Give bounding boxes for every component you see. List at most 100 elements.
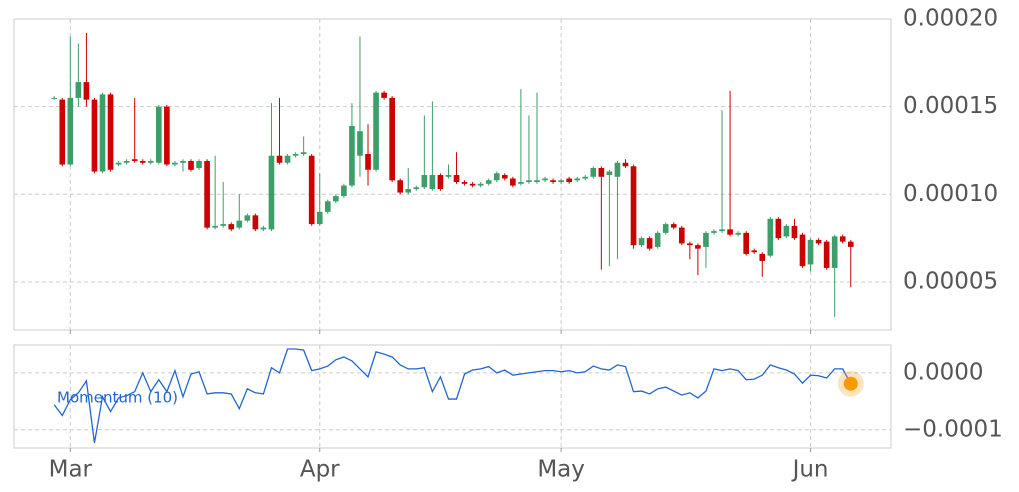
candle-body bbox=[807, 239, 814, 265]
y-tick-label: 0.00015 bbox=[903, 93, 998, 119]
candle-body bbox=[308, 155, 315, 225]
panel-frame bbox=[13, 18, 892, 331]
candle-body bbox=[695, 245, 701, 249]
candle-body bbox=[107, 94, 114, 170]
candle-body bbox=[188, 161, 194, 170]
candle-body bbox=[172, 162, 178, 165]
candle-body bbox=[91, 99, 98, 172]
candle-body bbox=[292, 153, 299, 156]
candle-body bbox=[51, 97, 58, 99]
candle-body bbox=[349, 125, 355, 186]
candle-body bbox=[115, 162, 122, 165]
candle-body bbox=[75, 82, 82, 98]
y-tick-label: −0.0001 bbox=[903, 416, 1003, 442]
candle-body bbox=[735, 232, 741, 235]
candle-body bbox=[236, 220, 243, 228]
candle-body bbox=[445, 175, 452, 177]
legend-label: Momentum (10) bbox=[57, 389, 178, 407]
candle-body bbox=[598, 168, 605, 177]
candle-body bbox=[389, 97, 395, 181]
x-tick-label: May bbox=[537, 457, 585, 483]
candle-body bbox=[614, 162, 621, 177]
candle-body bbox=[654, 232, 661, 247]
candle-body bbox=[284, 155, 291, 163]
candle-body bbox=[83, 82, 90, 100]
candle-body bbox=[606, 171, 613, 176]
candle-body bbox=[316, 211, 323, 225]
candle-body bbox=[164, 106, 170, 165]
candle-body bbox=[711, 231, 717, 233]
candle-body bbox=[526, 180, 532, 183]
candle-body bbox=[324, 201, 331, 212]
candle-body bbox=[759, 253, 766, 261]
x-tick-label: Mar bbox=[49, 457, 93, 483]
candle-body bbox=[727, 229, 733, 235]
candle-body bbox=[799, 234, 806, 267]
candle-body bbox=[413, 187, 420, 190]
candle-body bbox=[59, 99, 66, 165]
panel-frame bbox=[13, 344, 892, 449]
candle-body bbox=[405, 189, 412, 193]
candle-body bbox=[131, 159, 138, 162]
candle-body bbox=[767, 218, 774, 256]
candle-body bbox=[719, 229, 725, 232]
candle-body bbox=[775, 218, 782, 239]
candle-body bbox=[123, 161, 130, 163]
candle-body bbox=[534, 180, 540, 183]
candle-body bbox=[99, 94, 106, 172]
candle-body bbox=[751, 250, 758, 253]
candle-body bbox=[574, 178, 581, 181]
candle-body bbox=[421, 175, 428, 188]
candle-body bbox=[582, 176, 589, 179]
candle-body bbox=[687, 243, 693, 246]
candle-body bbox=[590, 168, 597, 177]
candle-body bbox=[341, 185, 347, 197]
candle-body bbox=[156, 106, 162, 163]
candle-body bbox=[839, 236, 846, 242]
candle-body bbox=[220, 224, 227, 226]
candle-body bbox=[622, 162, 629, 167]
candle-body bbox=[646, 238, 653, 249]
candle-body bbox=[228, 224, 235, 230]
candle-body bbox=[558, 180, 564, 183]
y-tick-label: 0.00005 bbox=[903, 268, 998, 294]
candle-body bbox=[501, 175, 508, 179]
candle-body bbox=[453, 175, 460, 183]
candle-body bbox=[300, 152, 307, 154]
candle-body bbox=[204, 161, 210, 228]
y-tick-label: 0.00010 bbox=[903, 181, 998, 207]
candle-body bbox=[429, 175, 436, 190]
y-tick-label: 0.0000 bbox=[903, 359, 983, 385]
candle-body bbox=[542, 178, 548, 181]
candle-body bbox=[670, 224, 677, 228]
candle-body bbox=[477, 183, 484, 186]
candle-body bbox=[333, 196, 339, 202]
candle-body bbox=[381, 92, 387, 98]
x-tick-label: Jun bbox=[791, 457, 829, 483]
candle-body bbox=[783, 225, 790, 237]
candle-body bbox=[397, 180, 404, 193]
candle-body bbox=[260, 227, 267, 230]
candle-body bbox=[566, 178, 572, 183]
candle-body bbox=[518, 182, 524, 184]
candle-body bbox=[365, 153, 371, 170]
y-tick-label: 0.00020 bbox=[903, 6, 998, 32]
candle-body bbox=[67, 97, 74, 165]
candle-body bbox=[823, 241, 830, 268]
candle-body bbox=[493, 173, 500, 181]
candle-body bbox=[678, 227, 685, 244]
candle-body bbox=[703, 232, 709, 247]
momentum-line bbox=[53, 348, 852, 443]
candle-body bbox=[196, 161, 202, 169]
candle-body bbox=[469, 183, 476, 186]
last-point bbox=[843, 376, 858, 391]
candle-body bbox=[373, 92, 379, 170]
x-tick-label: Apr bbox=[300, 457, 340, 483]
candle-body bbox=[139, 161, 146, 163]
candle-body bbox=[276, 155, 283, 163]
candle-body bbox=[550, 180, 556, 183]
candle-body bbox=[244, 215, 251, 221]
candle-body bbox=[847, 241, 854, 247]
candle-body bbox=[743, 232, 749, 254]
candle-body bbox=[180, 161, 186, 163]
